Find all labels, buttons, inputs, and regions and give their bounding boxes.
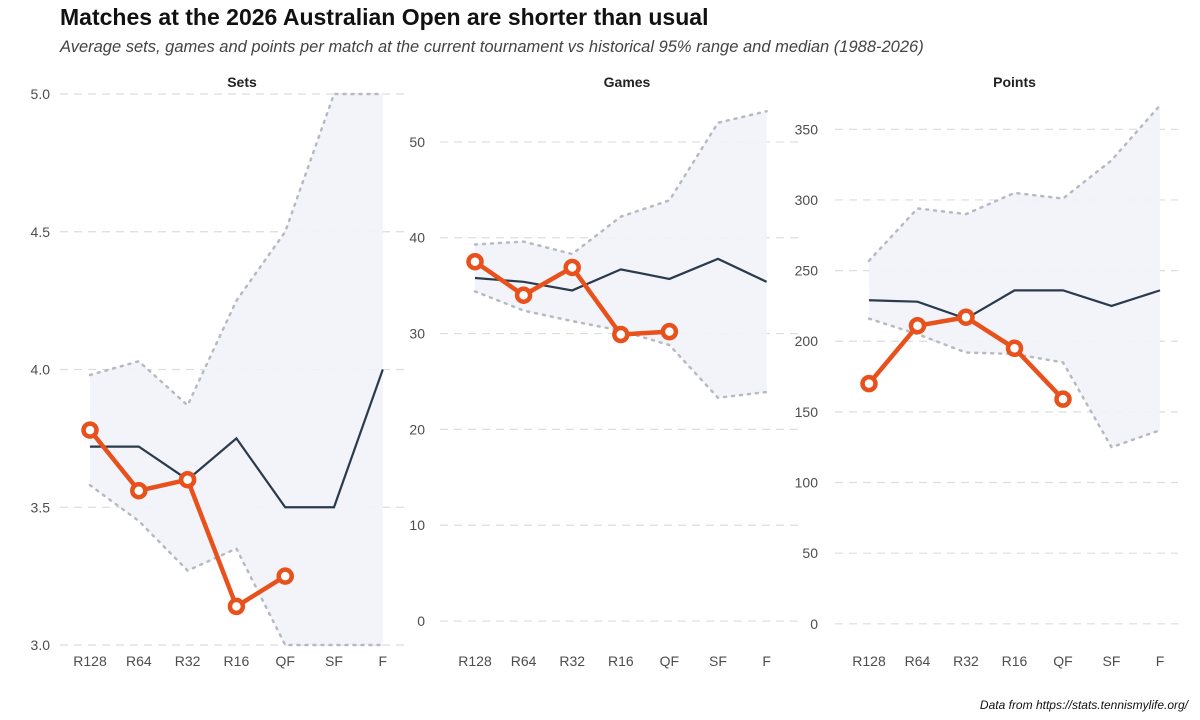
games-y-tick-label: 40 <box>409 230 425 246</box>
games-panel: Games 0 10 20 30 40 50 R128 R64 R32 R16 QF SF F <box>409 74 798 669</box>
games-x-tick-label: R16 <box>608 653 634 669</box>
sets-y-tick-label: 3.0 <box>31 637 51 653</box>
sets-x-tick-label: R16 <box>224 653 250 669</box>
games-y-tick-label: 10 <box>409 517 425 533</box>
points-x-tick-label: SF <box>1103 653 1121 669</box>
points-y-tick-label: 200 <box>795 333 819 349</box>
games-x-tick-label: R64 <box>511 653 537 669</box>
points-y-tick-label: 300 <box>795 192 819 208</box>
games-y-tick-label: 0 <box>417 613 425 629</box>
sets-x-tick-label: F <box>379 653 388 669</box>
points-current-point <box>860 374 878 393</box>
games-range-upper-line <box>473 109 768 256</box>
points-current-point <box>1054 390 1072 408</box>
points-x-tick-label: F <box>1156 653 1165 669</box>
points-current-point <box>908 316 927 335</box>
chart-title: Matches at the 2026 Australian Open are … <box>60 4 709 30</box>
games-y-tick-label: 50 <box>409 134 425 150</box>
sets-x-tick-label: R32 <box>175 653 201 669</box>
sets-panel: Sets 3.0 3.5 4.0 4.5 5.0 R128 R64 R32 R16 QF SF F <box>31 74 408 669</box>
games-x-tick-label: F <box>762 653 771 669</box>
games-range-band <box>475 111 767 398</box>
points-current-point <box>957 308 975 326</box>
sets-x-tick-label: QF <box>275 653 294 669</box>
sets-x-tick-label: R128 <box>73 653 107 669</box>
sets-current-point <box>81 421 99 439</box>
sets-panel-title: Sets <box>227 74 257 90</box>
sets-current-point <box>276 567 294 585</box>
points-current-point <box>1005 339 1024 358</box>
points-x-tick-label: R32 <box>953 653 979 669</box>
chart-subtitle: Average sets, games and points per match… <box>60 38 924 56</box>
games-current-point <box>612 325 630 344</box>
sets-range-upper-line <box>88 92 385 408</box>
points-y-tick-label: 100 <box>795 475 819 491</box>
games-median-line <box>474 257 768 292</box>
points-y-tick-label: 250 <box>795 263 819 279</box>
points-y-tick-label: 350 <box>795 121 819 137</box>
sets-range-lower-line <box>88 483 385 647</box>
points-x-tick-label: R64 <box>905 653 931 669</box>
points-y-tick-label: 0 <box>810 616 818 632</box>
games-y-tick-label: 20 <box>409 421 425 437</box>
points-x-tick-label: R128 <box>852 653 886 669</box>
points-panel: Points 0 50 100 150 200 250 300 350 R128 R64 R32 R16… <box>795 74 1178 669</box>
points-panel-title: Points <box>993 74 1036 90</box>
points-y-tick-label: 50 <box>802 545 818 561</box>
sets-y-tick-label: 3.5 <box>31 499 51 515</box>
games-current-point <box>466 252 484 271</box>
games-current-point <box>563 258 581 277</box>
sets-y-tick-label: 4.0 <box>31 362 51 378</box>
games-x-tick-label: R32 <box>559 653 585 669</box>
points-range-band <box>869 105 1160 448</box>
points-x-tick-label: R16 <box>1002 653 1028 669</box>
games-x-tick-label: QF <box>660 653 679 669</box>
sets-current-point <box>178 470 197 489</box>
sets-median-line <box>90 369 384 509</box>
games-current-point <box>514 286 533 304</box>
games-x-tick-label: SF <box>709 653 727 669</box>
points-range-upper-line <box>867 104 1162 262</box>
points-y-tick-label: 150 <box>795 404 819 420</box>
sets-y-tick-label: 5.0 <box>31 86 51 102</box>
games-panel-title: Games <box>604 74 651 90</box>
games-current-point <box>660 322 679 341</box>
sets-range-band <box>90 94 383 645</box>
games-y-tick-label: 30 <box>409 326 425 342</box>
sets-x-tick-label: R64 <box>126 653 152 669</box>
games-x-tick-label: R128 <box>458 653 492 669</box>
points-median-line <box>868 289 1161 320</box>
sets-current-point <box>130 481 148 500</box>
sets-current-point <box>227 597 246 616</box>
points-x-tick-label: QF <box>1053 653 1072 669</box>
sets-x-tick-label: SF <box>325 653 343 669</box>
sets-y-tick-label: 4.5 <box>31 224 51 240</box>
data-source-caption: Data from https://stats.tennismylife.org… <box>979 698 1188 712</box>
